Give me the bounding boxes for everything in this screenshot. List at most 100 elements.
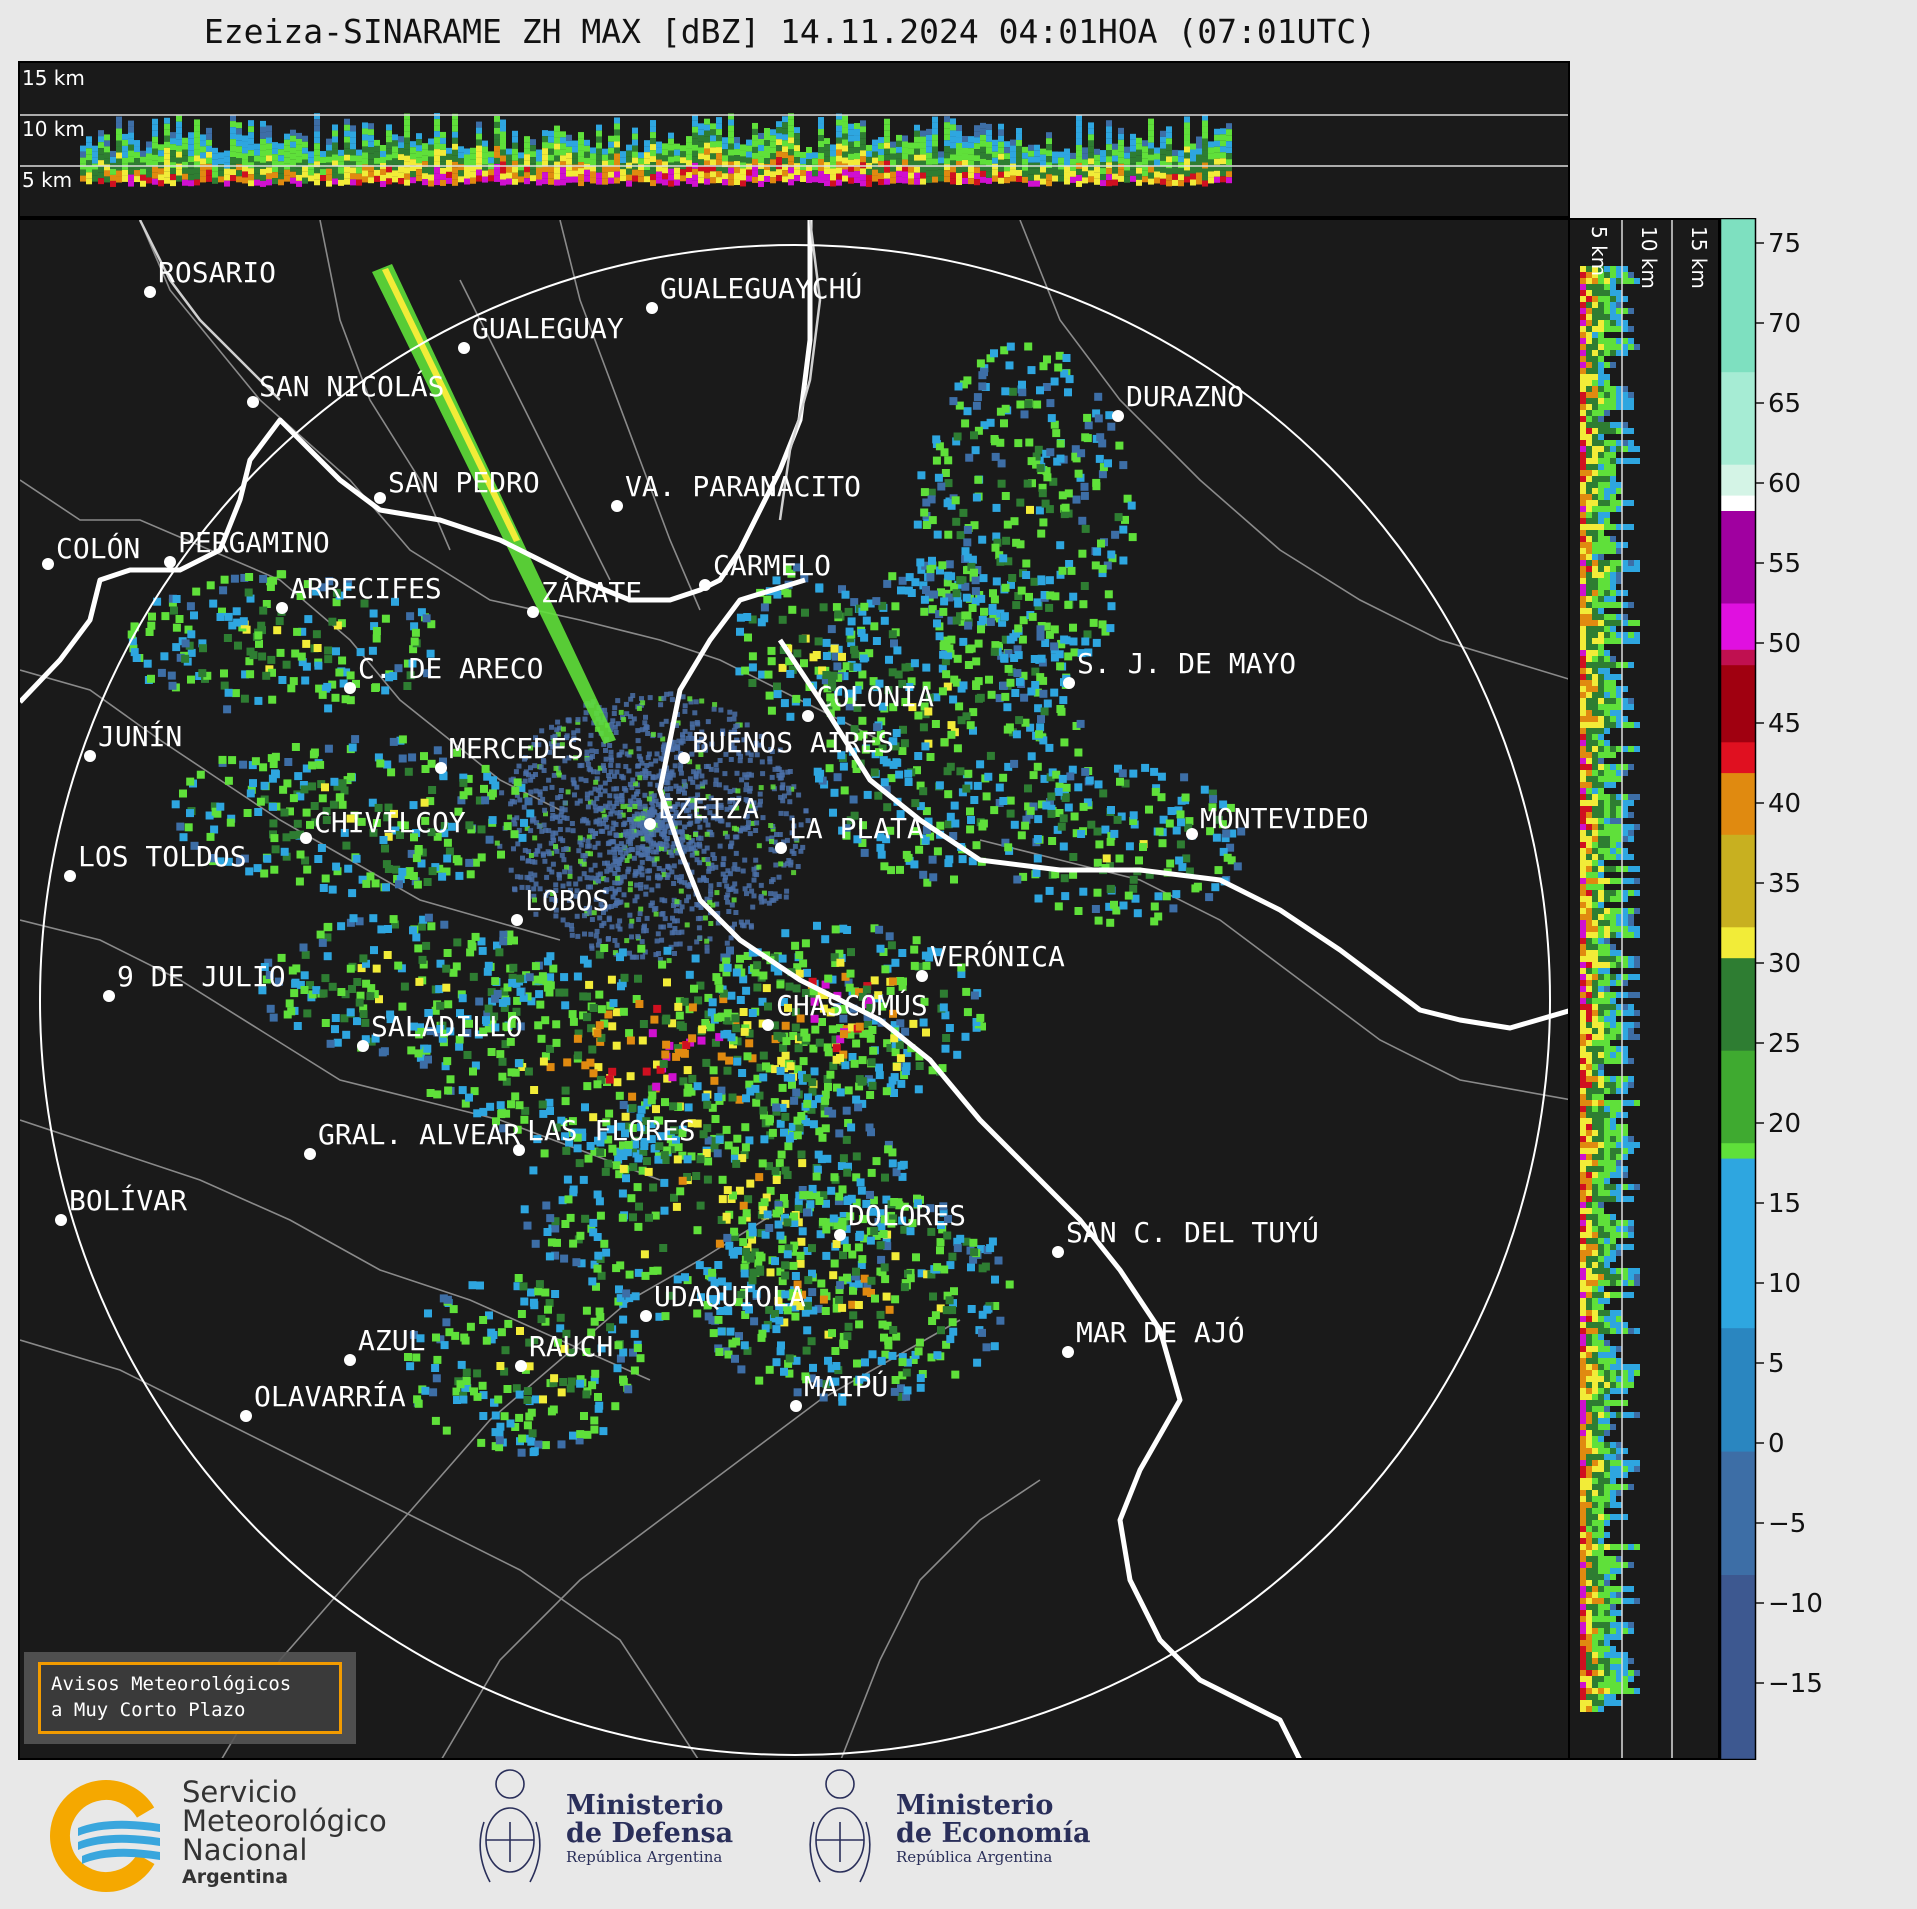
colorbar-tick-label: 55 [1768,549,1801,579]
city-dot [790,1400,802,1412]
city-dot [640,1310,652,1322]
city-dot [344,1354,356,1366]
city-dot [304,1148,316,1160]
city-dot [644,818,656,830]
city-label: LOBOS [525,884,609,917]
city-label: DOLORES [848,1199,966,1232]
city-marker: VA. PARANACITO [611,470,861,512]
side-height-5km: 5 km [1587,226,1611,276]
coat-of-arms-icon [479,1769,541,1883]
city-marker: UDAQUIOLA [640,1280,806,1322]
city-label: LAS FLORES [527,1114,696,1147]
city-marker: DOLORES [834,1199,966,1241]
city-marker: SAN C. DEL TUYÚ [1052,1215,1319,1258]
defensa-line2: de Defensa [566,1818,734,1849]
colorbar-tick-label: −10 [1768,1589,1823,1619]
city-marker: MAIPÚ [790,1369,888,1412]
city-dot [1062,1346,1074,1358]
city-marker: JUNÍN [84,719,182,762]
city-dot [611,500,623,512]
city-dot [103,990,115,1002]
city-marker: AZUL [344,1324,425,1366]
city-marker: 9 DE JULIO [103,960,286,1002]
city-label: ZÁRATE [541,575,642,609]
city-label: MONTEVIDEO [1200,802,1369,835]
city-label: LOS TOLDOS [78,840,247,873]
colorbar-tick-label: 70 [1768,309,1801,339]
top-height-15km: 15 km [22,66,85,90]
side-profile-plot: 5 km 10 km 15 km [1580,220,1711,1758]
defensa-sub: República Argentina [566,1848,723,1866]
city-dot [84,750,96,762]
city-marker: LOBOS [511,884,609,926]
city-label: ROSARIO [158,256,276,289]
aviso-line1: Avisos Meteorológicos [51,1673,292,1695]
aviso-line2: a Muy Corto Plazo [51,1699,246,1721]
city-dot [916,970,928,982]
defensa-line1: Ministerio [566,1790,724,1821]
city-dot [42,558,54,570]
city-marker: MAR DE AJÓ [1062,1315,1245,1358]
city-marker: MERCEDES [435,732,584,774]
colorbar-tick-label: 50 [1768,629,1801,659]
city-label: 9 DE JULIO [117,960,286,993]
city-label: CHIVILCOY [314,806,466,839]
city-dot [762,1019,774,1031]
city-dot [55,1214,67,1226]
city-dot [144,286,156,298]
city-marker: RAUCH [515,1330,613,1372]
city-dot [678,752,690,764]
city-label: MERCEDES [449,732,584,765]
city-dot [276,602,288,614]
city-marker: LAS FLORES [513,1114,696,1156]
aviso-link-box[interactable]: Avisos Meteorológicos a Muy Corto Plazo [38,1662,342,1734]
city-label: LA PLATA [789,812,924,845]
city-dot [374,492,386,504]
economia-line1: Ministerio [896,1790,1054,1821]
city-dot [1063,677,1075,689]
city-dot [834,1229,846,1241]
smn-line3: Nacional [182,1833,308,1867]
city-label: AZUL [358,1324,425,1357]
top-height-5km: 5 km [22,168,72,192]
city-label: UDAQUIOLA [654,1280,806,1313]
city-label: BUENOS AIRES [692,726,894,759]
city-label: ARRECIFES [290,572,442,605]
radar-map[interactable]: ROSARIO GUALEGUAYCHÚ GUALEGUAY SAN NICOLÁS D… [18,218,1570,1760]
colorbar-tick-label: 15 [1768,1189,1801,1219]
city-label: VA. PARANACITO [625,470,861,503]
city-marker: ROSARIO [144,256,276,298]
city-dot [1112,410,1124,422]
smn-logo: Servicio Meteorológico Nacional Argentin… [48,1776,408,1896]
city-marker: OLAVARRÍA [240,1379,406,1422]
city-marker: ZÁRATE [527,575,642,618]
city-dot [527,606,539,618]
city-dot [511,914,523,926]
city-marker: LOS TOLDOS [64,840,247,882]
colorbar-tick-label: 35 [1768,869,1801,899]
city-label: CARMELO [713,549,831,582]
colorbar-tick-label: 45 [1768,709,1801,739]
colorbar-tick-label: −5 [1768,1509,1806,1539]
city-dot [458,342,470,354]
top-profile-plot: 15 km 10 km 5 km [20,66,1568,192]
city-label: JUNÍN [98,719,182,753]
city-label: EZEIZA [658,792,759,825]
city-marker: CHASCOMÚS [762,988,928,1031]
city-dot [1186,828,1198,840]
city-label: DURAZNO [1126,380,1244,413]
city-marker: SAN NICOLÁS [247,369,444,408]
economia-logo: Ministerio de Economía República Argenti… [800,1762,1100,1902]
city-dot [699,579,711,591]
colorbar-tick-label: 40 [1768,789,1801,819]
city-marker: BUENOS AIRES [678,726,894,764]
city-label: RAUCH [529,1330,613,1363]
city-dot [357,1040,369,1052]
city-label: COLONIA [816,680,934,713]
city-dot [513,1144,525,1156]
colorbar-tick-label: 25 [1768,1029,1801,1059]
city-label: SAN NICOLÁS [259,369,444,403]
city-marker: PERGAMINO [164,526,330,568]
radar-range-ring [39,244,1551,1756]
city-marker: ARRECIFES [276,572,442,614]
